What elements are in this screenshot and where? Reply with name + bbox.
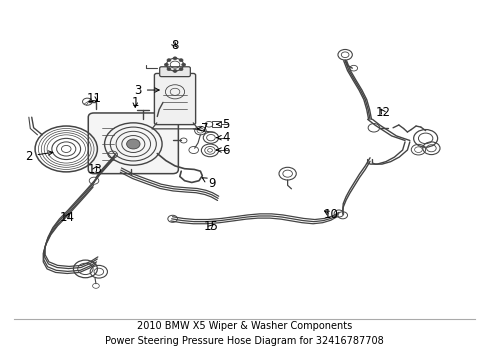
Circle shape (173, 69, 177, 72)
Circle shape (182, 63, 185, 66)
Text: 5: 5 (216, 118, 229, 131)
FancyBboxPatch shape (154, 73, 195, 125)
Text: 8: 8 (171, 39, 178, 52)
Text: Power Steering Pressure Hose Diagram for 32416787708: Power Steering Pressure Hose Diagram for… (105, 336, 383, 346)
Text: 9: 9 (202, 177, 215, 190)
Text: 7: 7 (197, 122, 208, 135)
Text: 11: 11 (86, 93, 102, 105)
Text: 2010 BMW X5 Wiper & Washer Components: 2010 BMW X5 Wiper & Washer Components (137, 321, 351, 332)
FancyBboxPatch shape (160, 67, 190, 77)
Circle shape (167, 59, 170, 62)
Circle shape (179, 68, 183, 71)
Text: 13: 13 (87, 163, 102, 176)
Text: 15: 15 (203, 220, 218, 233)
Circle shape (164, 63, 168, 66)
Text: 14: 14 (60, 211, 75, 224)
Bar (211, 121, 220, 127)
Text: 12: 12 (375, 107, 390, 120)
Text: 1: 1 (131, 96, 139, 109)
Text: 10: 10 (323, 208, 338, 221)
Text: 4: 4 (216, 131, 229, 144)
Circle shape (126, 139, 140, 149)
FancyBboxPatch shape (88, 113, 178, 174)
Circle shape (173, 57, 177, 60)
Text: 3: 3 (134, 84, 159, 96)
Circle shape (179, 59, 183, 62)
Text: 6: 6 (216, 144, 229, 157)
Text: 2: 2 (25, 149, 53, 162)
Circle shape (167, 68, 170, 71)
